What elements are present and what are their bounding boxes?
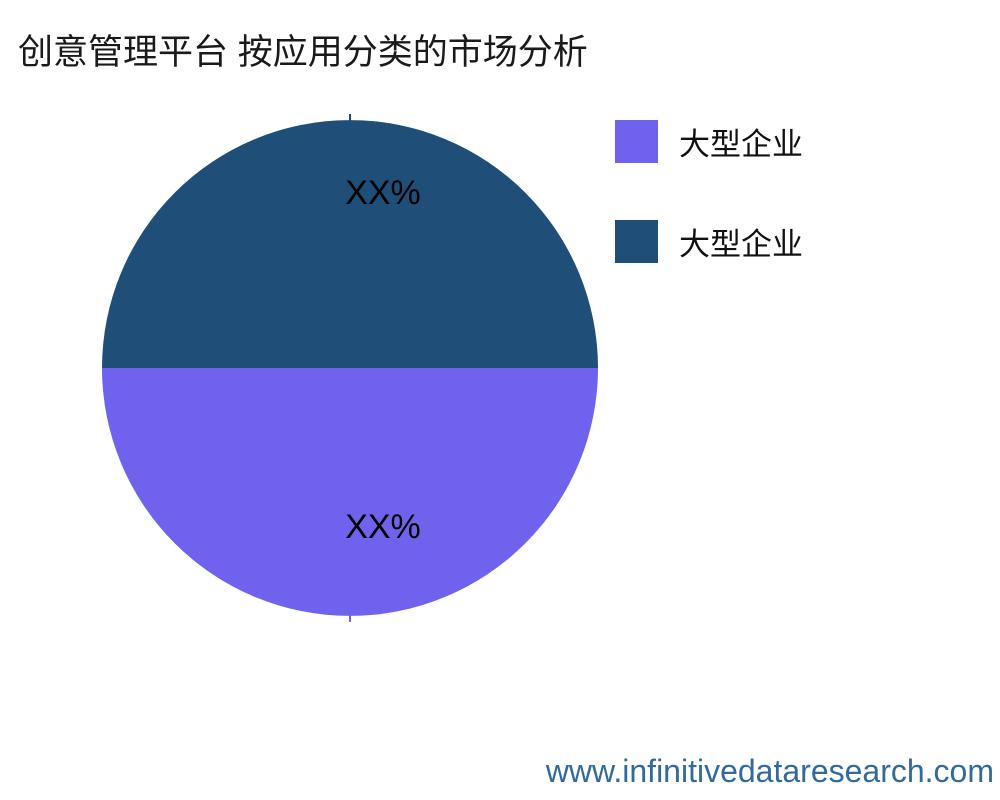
legend-swatch-navy-icon: [615, 220, 658, 263]
chart-title: 创意管理平台 按应用分类的市场分析: [18, 33, 588, 72]
legend: 大型企业 大型企业: [615, 119, 803, 264]
legend-label-2: 大型企业: [679, 227, 803, 262]
pie-slice-bottom: [102, 368, 598, 616]
legend-label-1: 大型企业: [679, 127, 803, 162]
pie-slice-top-label: XX%: [345, 174, 421, 212]
pie-slice-top: [102, 120, 598, 368]
legend-item-2: 大型企业: [615, 219, 803, 264]
pie-slice-bottom-label: XX%: [345, 508, 421, 546]
pie-top-tick: [349, 114, 351, 121]
footer-website-url: www.infinitivedataresearch.com: [545, 753, 994, 789]
legend-swatch-navy-rect: [615, 220, 658, 263]
pie-bottom-tick: [349, 615, 351, 622]
legend-swatch-purple-icon: [615, 120, 658, 163]
legend-swatch-purple-rect: [615, 120, 658, 163]
legend-item-1: 大型企业: [615, 119, 803, 164]
